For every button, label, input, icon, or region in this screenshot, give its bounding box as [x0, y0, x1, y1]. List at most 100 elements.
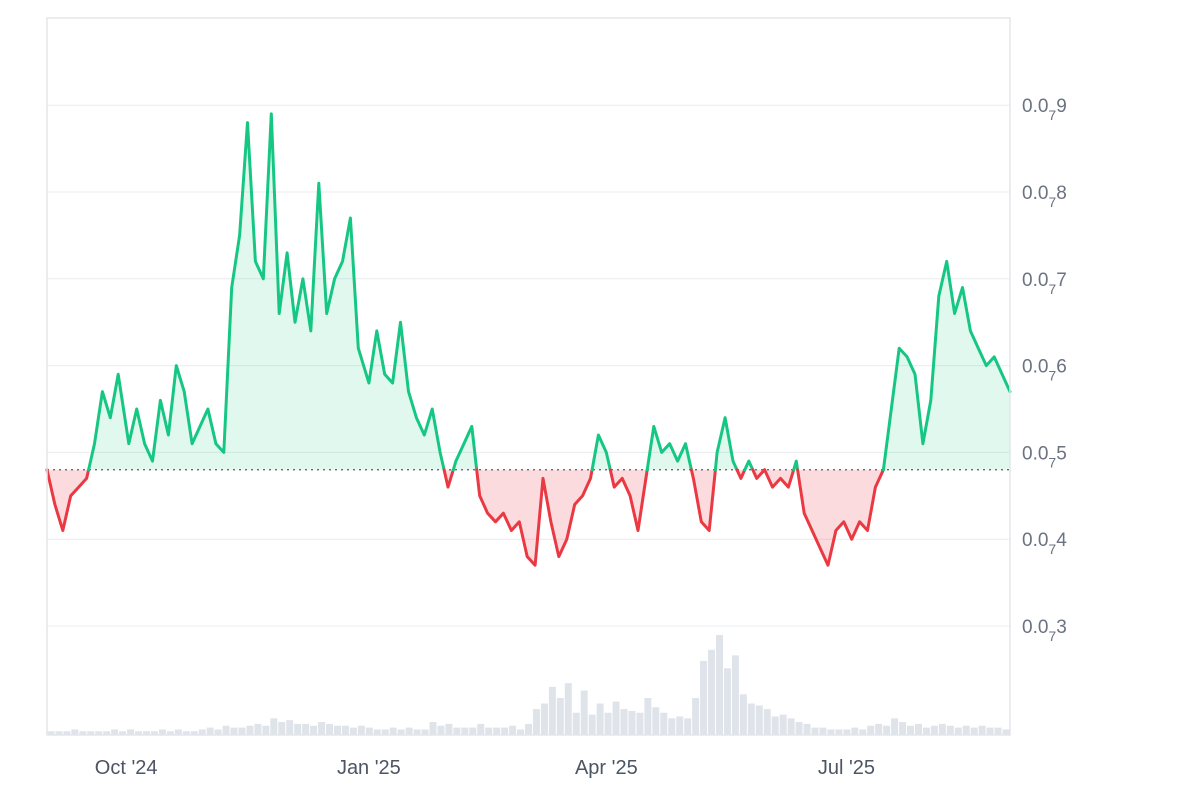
volume-bar	[318, 722, 326, 735]
volume-bar	[660, 712, 668, 735]
y-tick-label: 0.078	[1022, 183, 1067, 210]
volume-bar	[429, 722, 437, 735]
volume-bar	[922, 727, 930, 735]
volume-bar	[509, 725, 517, 735]
volume-bar	[867, 725, 875, 735]
volume-bar	[55, 731, 63, 735]
volume-bar	[620, 709, 628, 735]
volume-bar	[556, 697, 564, 735]
volume-bar	[636, 712, 644, 735]
volume-bar	[405, 727, 413, 735]
line-segment-down	[442, 468, 455, 489]
volume-bar	[349, 727, 357, 735]
volume-bar	[87, 731, 95, 735]
volume-bar	[938, 723, 946, 735]
area-fill-up	[647, 426, 692, 470]
volume-bar	[899, 722, 907, 735]
volume-bar	[803, 723, 811, 735]
volume-bar	[843, 729, 851, 735]
volume-bar	[628, 710, 636, 735]
y-tick-label: 0.074	[1022, 530, 1067, 557]
x-tick-label: Jan '25	[337, 757, 401, 779]
line-segment-down	[751, 468, 767, 480]
volume-bar	[708, 649, 716, 735]
line-segment-up	[87, 112, 446, 472]
line-segment-up	[590, 433, 612, 472]
volume-bar	[692, 697, 700, 735]
volume-bar	[174, 729, 182, 735]
x-tick-label: Apr '25	[575, 757, 638, 779]
volume-bar	[389, 727, 397, 735]
volume-bar	[294, 723, 302, 735]
volume-bar	[477, 723, 485, 735]
y-tick-label: 0.075	[1022, 443, 1067, 470]
volume-bar	[604, 712, 612, 735]
volume-bar	[954, 727, 962, 735]
x-tick-label: Jul '25	[818, 757, 875, 779]
volume-bar	[532, 709, 540, 735]
volume-bar	[859, 729, 867, 735]
volume-bar	[238, 727, 246, 735]
area-fill-up	[883, 261, 1010, 470]
volume-bar	[286, 720, 294, 735]
volume-bar	[310, 725, 318, 735]
volume-bar	[485, 727, 493, 735]
volume-bar	[71, 729, 79, 735]
line-segment-up	[645, 424, 693, 472]
volume-bar	[119, 731, 127, 735]
volume-bar	[190, 731, 198, 735]
volume-bar	[771, 716, 779, 735]
y-axis-labels: 0.073 0.074 0.075 0.076 0.077 0.078 0.079	[1022, 96, 1067, 644]
line-segment-up	[743, 459, 755, 472]
volume-bar	[373, 729, 381, 735]
volume-bar	[596, 703, 604, 735]
volume-bar	[1002, 729, 1010, 735]
volume-bar	[421, 729, 429, 735]
volume-bar	[819, 727, 827, 735]
volume-bar	[381, 729, 389, 735]
area-fills	[47, 113, 1010, 566]
volume-bar	[763, 709, 771, 735]
volume-bar	[413, 729, 421, 735]
area-fill-up	[592, 435, 611, 470]
volume-bar	[580, 690, 588, 735]
volume-bar	[302, 723, 310, 735]
volume-bar	[548, 686, 556, 735]
volume-bar	[111, 729, 119, 735]
volume-bar	[95, 731, 103, 735]
line-segment-up	[792, 459, 800, 472]
volume-bar	[779, 714, 787, 735]
area-fill-up	[453, 426, 477, 470]
volume-bar	[525, 723, 532, 735]
line-segment-up	[451, 424, 479, 472]
volume-bar	[206, 727, 214, 735]
volume-bar	[501, 727, 509, 735]
volume-bar	[676, 716, 684, 735]
plot-frame	[46, 17, 1011, 736]
area-fill-down	[610, 469, 648, 531]
volume-bar	[182, 731, 190, 735]
volume-bar	[835, 729, 843, 735]
volume-bar	[230, 727, 238, 735]
x-axis-labels: Oct '24 Jan '25 Apr '25 Jul '25	[95, 757, 875, 779]
volume-bar	[214, 729, 222, 735]
line-segment-down	[45, 468, 91, 532]
price-line	[45, 112, 1012, 567]
volume-bar	[198, 729, 206, 735]
line-segment-down	[763, 468, 796, 489]
volume-bar	[739, 694, 747, 735]
volume-bar	[994, 727, 1002, 735]
volume-bar	[723, 668, 731, 735]
area-fill-down	[476, 469, 593, 566]
volume-bar	[341, 725, 349, 735]
volume-bar	[907, 725, 914, 735]
volume-bar	[731, 655, 739, 735]
volume-bar	[158, 729, 166, 735]
volume-bar	[262, 725, 270, 735]
volume-bar	[127, 729, 135, 735]
volume-bar	[700, 660, 708, 735]
x-tick-label: Oct '24	[95, 757, 158, 779]
volume-bar	[445, 723, 453, 735]
volume-bar	[357, 725, 365, 735]
